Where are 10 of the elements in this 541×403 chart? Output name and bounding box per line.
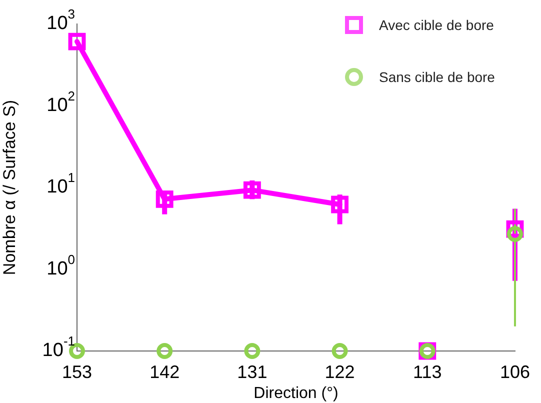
x-tick-label: 106: [500, 362, 530, 382]
x-tick-label: 142: [150, 362, 180, 382]
legend-label: Sans cible de bore: [379, 69, 495, 85]
y-axis-title: Nombre α (/ Surface S): [0, 100, 19, 276]
x-tick-label: 131: [237, 362, 268, 382]
x-axis-title: Direction (°): [254, 384, 338, 402]
x-tick-label: 153: [62, 362, 92, 382]
legend-label: Avec cible de bore: [379, 17, 494, 33]
x-tick-label: 113: [413, 362, 442, 382]
x-tick-label: 122: [324, 362, 355, 382]
